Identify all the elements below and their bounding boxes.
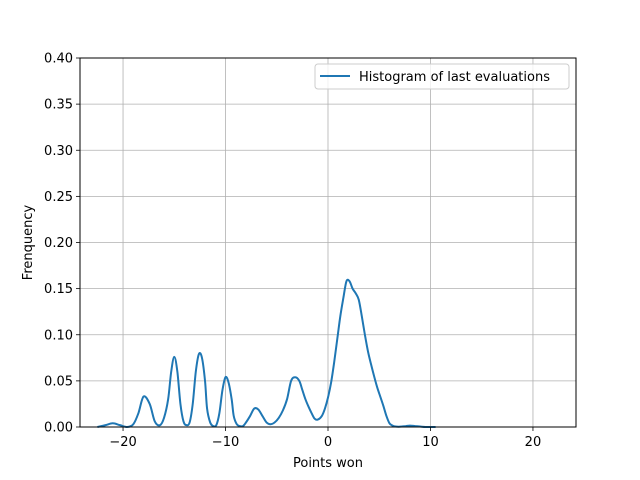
- legend: Histogram of last evaluations: [314, 63, 570, 90]
- x-tick-label: 10: [422, 435, 439, 450]
- x-axis: −20 −10 0 10 20: [109, 427, 541, 450]
- y-axis: 0.00 0.05 0.10 0.15 0.20 0.25 0.30 0.35 0.40: [44, 52, 80, 436]
- legend-label: Histogram of last evaluations: [359, 70, 550, 85]
- x-tick-label: −10: [212, 435, 239, 450]
- y-tick-label: 0.15: [44, 282, 73, 297]
- x-tick-label: 0: [324, 435, 332, 450]
- y-tick-label: 0.00: [44, 421, 73, 436]
- y-tick-label: 0.20: [44, 236, 73, 251]
- y-tick-label: 0.35: [44, 98, 73, 113]
- y-axis-label: Frenquency: [21, 204, 36, 280]
- x-axis-label: Points won: [293, 456, 363, 471]
- y-tick-label: 0.30: [44, 144, 73, 159]
- y-tick-label: 0.05: [44, 374, 73, 389]
- y-tick-label: 0.10: [44, 328, 73, 343]
- x-tick-label: −20: [109, 435, 136, 450]
- x-tick-label: 20: [525, 435, 542, 450]
- plot-series: [97, 278, 436, 428]
- legend-box: [314, 63, 570, 90]
- series-line: [97, 278, 436, 428]
- y-tick-label: 0.25: [44, 190, 73, 205]
- y-tick-label: 0.40: [44, 52, 73, 67]
